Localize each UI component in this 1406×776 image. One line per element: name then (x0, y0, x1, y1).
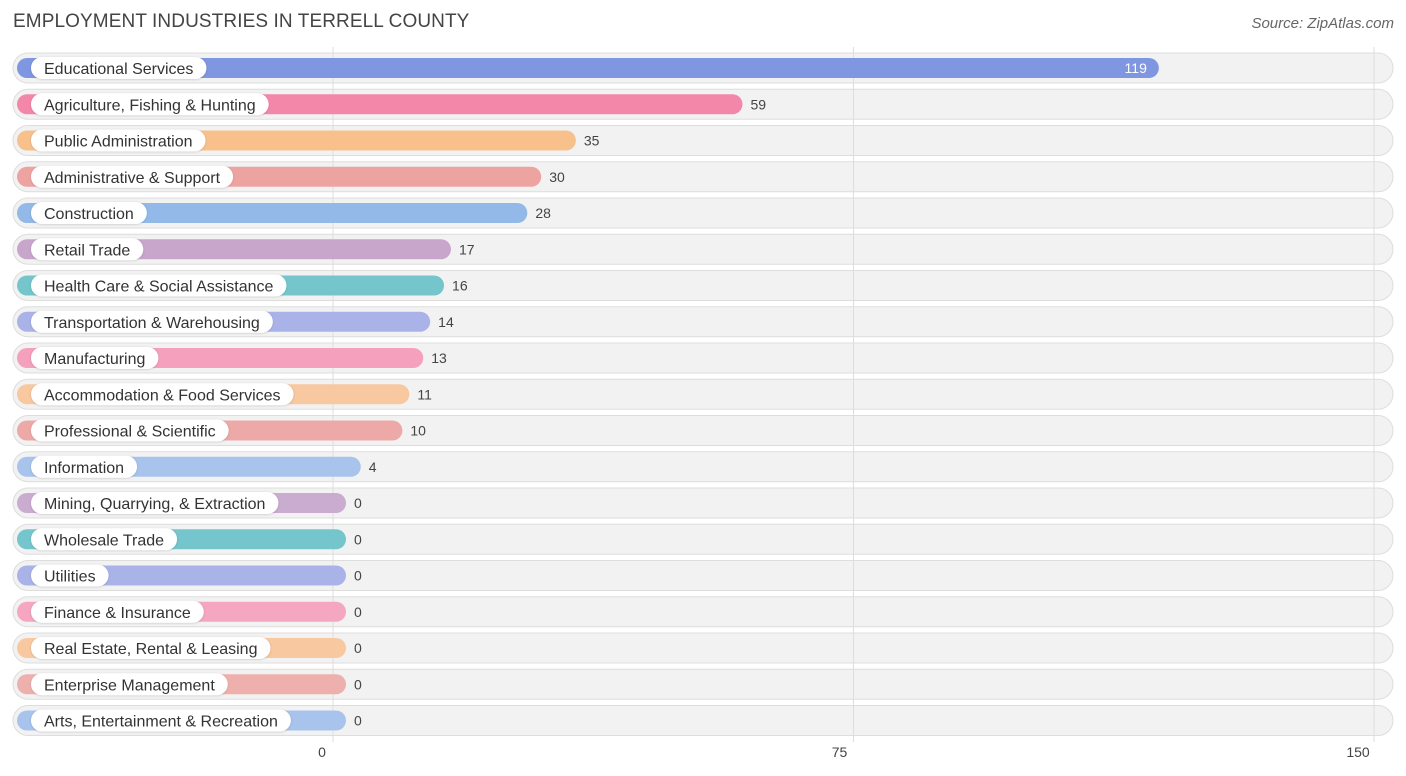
bar-label-pill (31, 455, 138, 478)
bar-label: Professional & Scientific (44, 424, 216, 441)
value-label: 0 (354, 568, 362, 584)
row-track (12, 596, 1394, 628)
value-label: 17 (459, 241, 475, 257)
bar-label-pill (31, 528, 178, 551)
row-track (12, 451, 1394, 483)
bar-label: Accommodation & Food Services (44, 387, 281, 404)
row-track (12, 705, 1394, 736)
x-tick-label: 75 (832, 744, 848, 760)
bar-label-pill (31, 93, 269, 116)
bar-label-pill (31, 347, 159, 369)
bar-label: Utilities (44, 569, 96, 586)
value-label: 4 (369, 459, 377, 475)
value-label: 0 (354, 713, 362, 729)
bar-label: Administrative & Support (44, 170, 221, 187)
bar-label: Retail Trade (44, 242, 130, 259)
bar-label: Real Estate, Rental & Leasing (44, 641, 257, 658)
bar-label: Public Administration (44, 134, 193, 151)
value-label: 0 (354, 495, 362, 511)
bar-label-pill (31, 709, 291, 732)
bar-label-pill (31, 310, 273, 333)
row-track (12, 632, 1394, 664)
source-credit: Source: ZipAtlas.com (1251, 15, 1394, 32)
value-label: 0 (354, 640, 362, 656)
bar-label-pill (31, 238, 144, 261)
bar-label: Arts, Entertainment & Recreation (44, 714, 278, 731)
bar-label: Educational Services (44, 61, 193, 78)
bar-label-pill (31, 383, 294, 406)
value-label: 0 (354, 531, 362, 547)
bar-label-pill (31, 673, 228, 696)
bar-label-pill (31, 165, 234, 188)
bar-label: Health Care & Social Assistance (44, 279, 274, 296)
row-track (12, 560, 1394, 591)
bar-label: Wholesale Trade (44, 532, 164, 549)
value-label: 16 (452, 278, 468, 294)
row-track (12, 523, 1394, 555)
bar-label: Enterprise Management (44, 677, 215, 694)
bar-label: Manufacturing (44, 351, 145, 368)
bar-label-pill (31, 129, 206, 152)
bar-label-pill (31, 637, 271, 659)
bar-label: Information (44, 460, 124, 477)
bar-label-pill (31, 492, 279, 514)
row-track (12, 487, 1394, 519)
bar-label: Agriculture, Fishing & Hunting (44, 97, 256, 114)
value-label: 0 (354, 676, 362, 692)
bar-label-pill (31, 600, 204, 623)
value-label: 10 (410, 423, 426, 439)
row-track (12, 668, 1394, 700)
bar (17, 58, 1159, 78)
value-label: 119 (1125, 60, 1148, 76)
bar-label-pill (31, 274, 287, 297)
value-label: 11 (417, 386, 432, 402)
bar-label: Transportation & Warehousing (44, 315, 260, 332)
bar-label: Construction (44, 206, 134, 223)
value-label: 14 (438, 314, 454, 330)
value-label: 35 (584, 133, 600, 149)
x-tick-label: 0 (318, 744, 326, 760)
bar-label-pill (31, 419, 229, 442)
value-label: 13 (431, 350, 447, 366)
value-label: 30 (549, 169, 565, 185)
value-label: 59 (750, 96, 766, 112)
bar-label-pill (31, 564, 109, 587)
value-label: 28 (535, 205, 551, 221)
bar-label-pill (31, 202, 147, 224)
value-label: 0 (354, 604, 362, 620)
chart-title: EMPLOYMENT INDUSTRIES IN TERRELL COUNTY (13, 11, 470, 32)
bar-label: Mining, Quarrying, & Extraction (44, 496, 265, 513)
bar-label-pill (31, 57, 207, 79)
x-tick-label: 150 (1346, 744, 1370, 760)
bar-label: Finance & Insurance (44, 605, 191, 622)
